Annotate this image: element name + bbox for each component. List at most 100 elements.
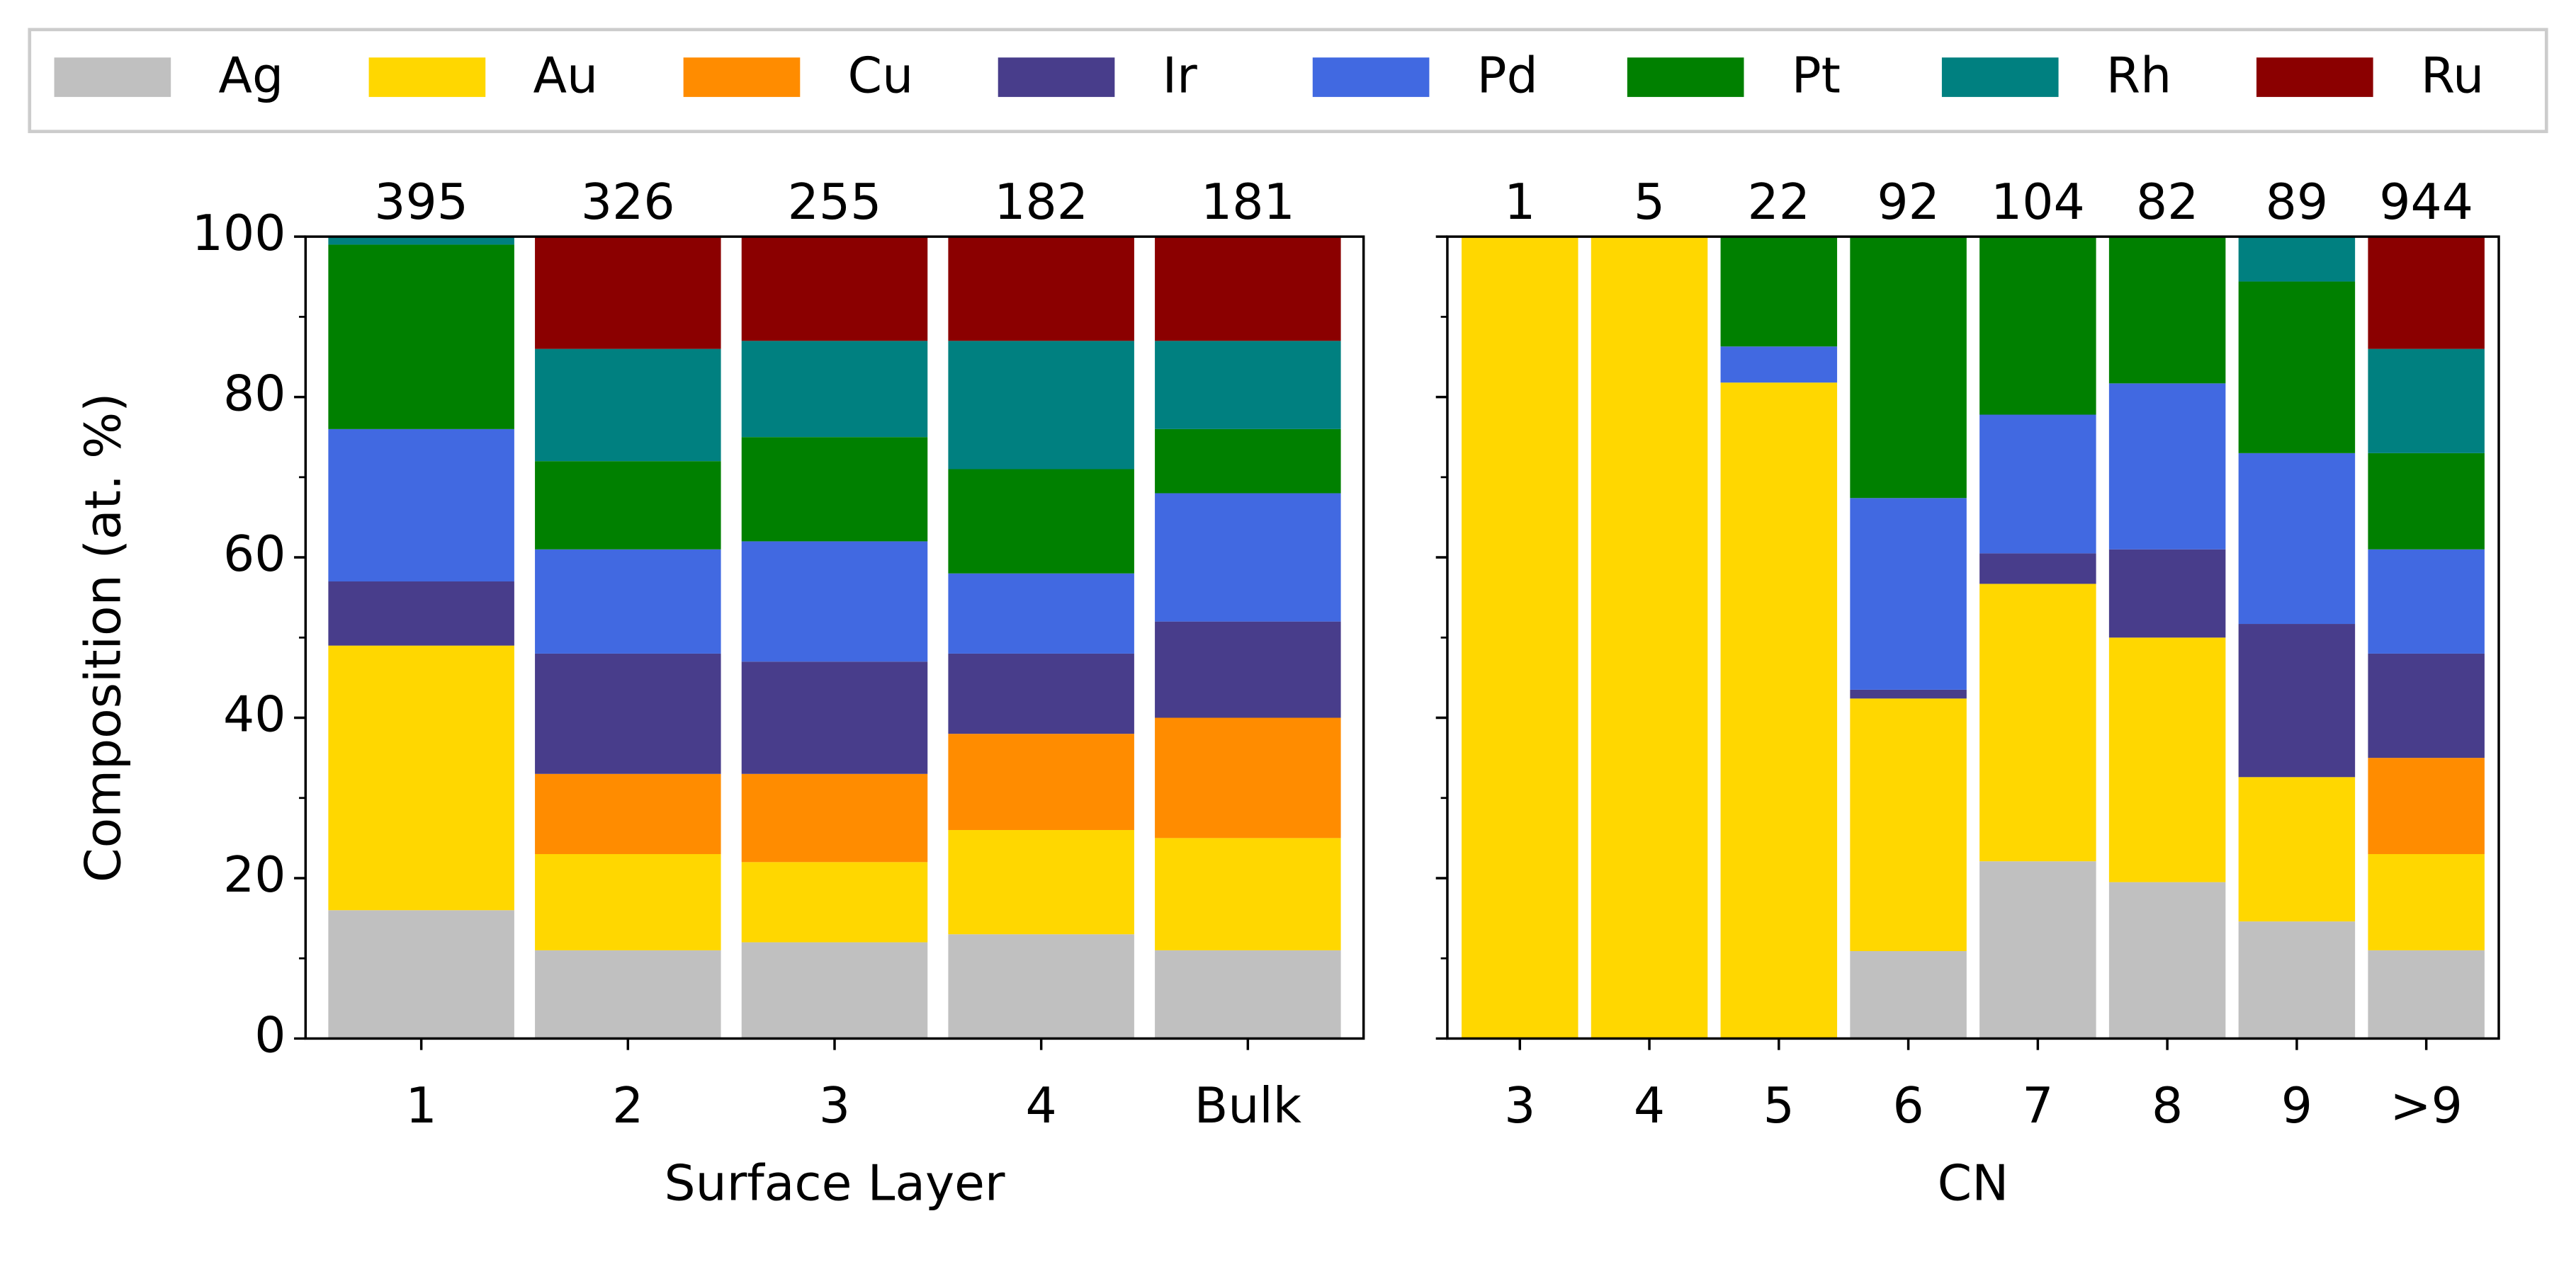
bar-segment [2108, 237, 2226, 384]
bar-segment [2108, 383, 2226, 550]
bar-segment [2238, 777, 2356, 922]
x-tick-label: Bulk [1194, 1077, 1302, 1135]
bar-segment [948, 934, 1134, 1039]
bar-count: 92 [1877, 174, 1940, 231]
legend-label: Pd [1477, 47, 1538, 104]
x-tick-label: 7 [2022, 1077, 2053, 1135]
bar-segment [2238, 281, 2356, 453]
x-tick-label: 1 [406, 1077, 437, 1135]
bar-segment [948, 573, 1134, 654]
bar-segment [948, 341, 1134, 470]
x-tick-label: 3 [819, 1077, 850, 1135]
bar-segment [2368, 453, 2485, 550]
legend-swatch [1941, 57, 2059, 97]
bar-segment [2108, 882, 2226, 1039]
bar-count: 22 [1748, 174, 1811, 231]
bar-count: 326 [581, 174, 675, 231]
bar-segment [328, 428, 514, 582]
legend-label: Ru [2421, 47, 2484, 104]
bar-segment [741, 541, 928, 662]
bar-segment [1850, 498, 1967, 690]
y-axis-label: Composition (at. %) [75, 393, 132, 882]
bar-segment [2238, 237, 2356, 282]
bar-segment [535, 348, 721, 462]
bar-count: 181 [1201, 174, 1295, 231]
legend-swatch [1627, 57, 1744, 97]
legend-label: Ag [218, 47, 283, 104]
bar-segment [741, 661, 928, 774]
bar-segment [1720, 382, 1838, 1039]
bar-segment [948, 653, 1134, 734]
y-tick-label: 80 [223, 365, 286, 423]
bar-segment [328, 910, 514, 1039]
bar-segment [2108, 549, 2226, 638]
x-tick-label: 3 [1504, 1077, 1535, 1135]
bar-segment [1979, 584, 2096, 862]
x-axis-label: CN [1938, 1154, 2009, 1212]
bar-segment [535, 653, 721, 774]
bar-segment [1462, 237, 1578, 1039]
bar-segment [948, 469, 1134, 574]
bar-count: 1 [1504, 174, 1535, 231]
bar-segment [1591, 237, 1708, 1039]
bar-segment [948, 237, 1134, 341]
bar-segment [2368, 549, 2485, 654]
bar-segment [535, 549, 721, 654]
bar-segment [2108, 637, 2226, 882]
legend-label: Au [533, 47, 598, 104]
legend-swatch [1312, 57, 1430, 97]
bar-count: 82 [2136, 174, 2199, 231]
x-tick-label: 4 [1634, 1077, 1665, 1135]
bar-segment [1720, 237, 1838, 347]
bar-segment [2368, 237, 2485, 349]
bar-segment [1155, 838, 1341, 950]
bar-segment [741, 773, 928, 863]
y-tick-label: 0 [254, 1006, 286, 1064]
x-tick-label: 4 [1026, 1077, 1057, 1135]
x-tick-label: 6 [1892, 1077, 1923, 1135]
bar-segment [2368, 348, 2485, 453]
bar-segment [2368, 758, 2485, 855]
bar-segment [2368, 653, 2485, 758]
bar-segment [1850, 237, 1967, 499]
bar-segment [328, 237, 514, 245]
bar-segment [1155, 621, 1341, 718]
bar-segment [1979, 553, 2096, 584]
x-tick-label: 5 [1763, 1077, 1795, 1135]
bar-segment [1155, 950, 1341, 1039]
bar-segment [1979, 861, 2096, 1039]
bar-count: 5 [1634, 174, 1665, 231]
legend-label: Rh [2106, 47, 2171, 104]
bar-segment [2238, 453, 2356, 625]
bar-segment [1155, 341, 1341, 429]
bar-segment [328, 581, 514, 646]
bar-segment [2368, 854, 2485, 950]
bar-segment [535, 461, 721, 550]
x-tick-label: >9 [2390, 1077, 2463, 1135]
bar-segment [1155, 428, 1341, 494]
bar-segment [1155, 493, 1341, 622]
legend-label: Pt [1792, 47, 1841, 104]
bar-segment [1979, 414, 2096, 554]
bar-segment [1979, 237, 2096, 415]
bar-segment [1720, 346, 1838, 383]
legend-swatch [368, 57, 486, 97]
bar-segment [535, 773, 721, 855]
bar-segment [2238, 624, 2356, 778]
legend-swatch [54, 57, 171, 97]
bar-segment [741, 237, 928, 341]
bar-segment [741, 341, 928, 438]
bar-segment [1155, 237, 1341, 341]
y-tick-label: 40 [223, 686, 286, 744]
axes-frame [304, 235, 1365, 1040]
legend-label: Ir [1163, 47, 1198, 104]
bar-segment [328, 244, 514, 429]
axes-frame [1446, 235, 2500, 1040]
bar-segment [948, 830, 1134, 935]
legend-swatch [683, 57, 801, 97]
legend-label: Cu [848, 47, 914, 104]
bar-count: 944 [2379, 174, 2473, 231]
bar-segment [1155, 717, 1341, 839]
